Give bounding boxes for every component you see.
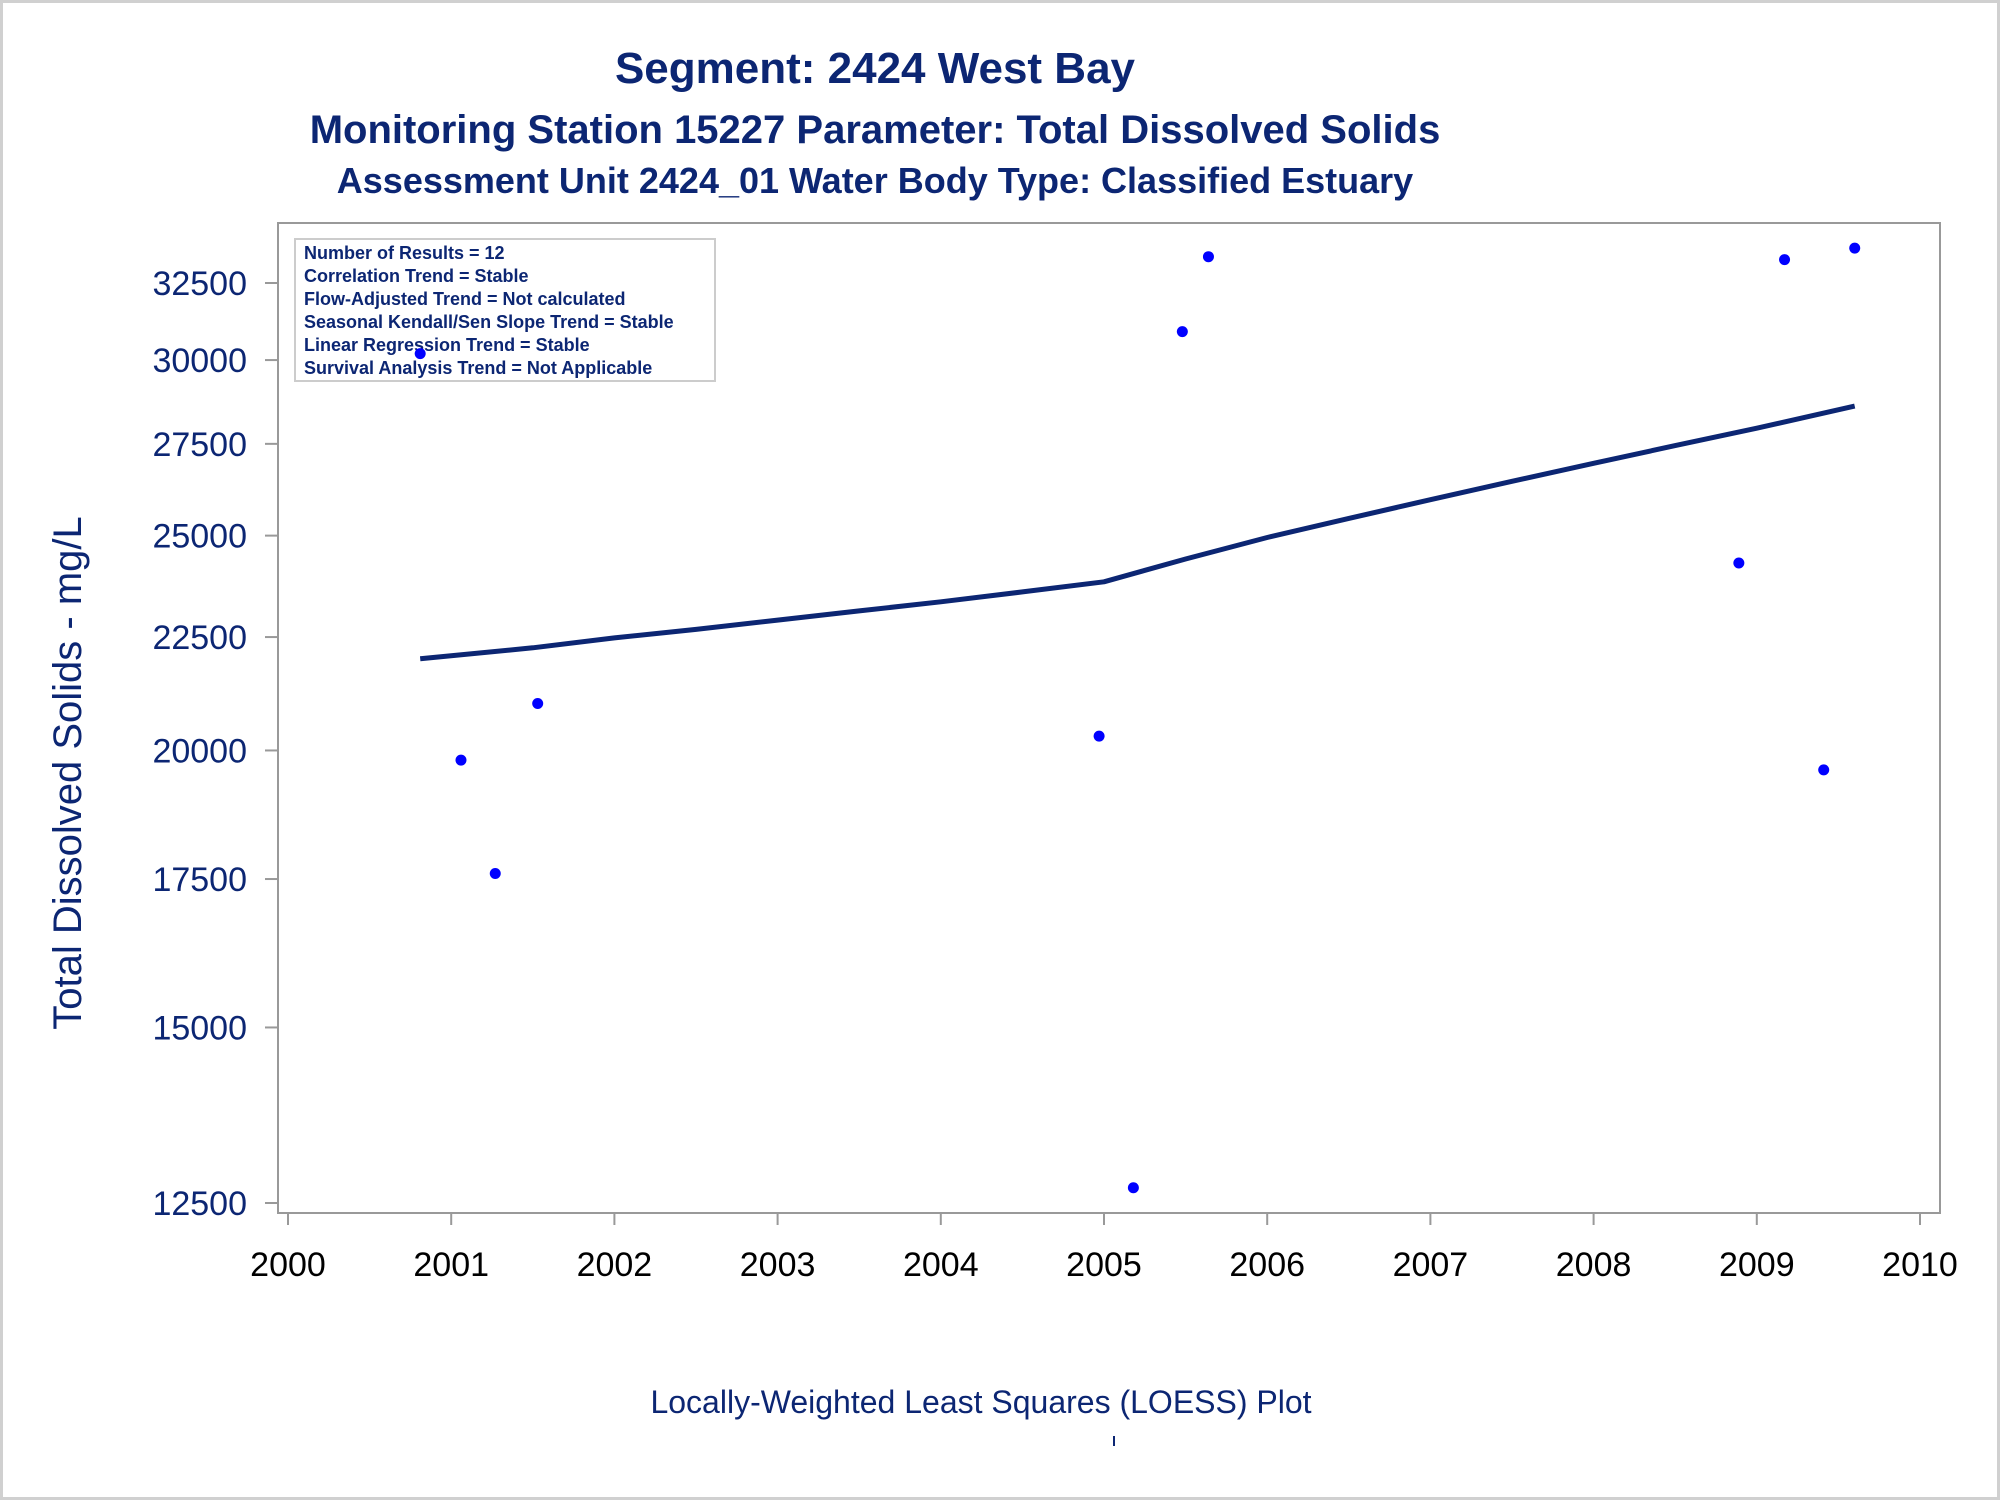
x-tick-label: 2000 — [250, 1246, 326, 1284]
x-tick-label: 2003 — [740, 1246, 816, 1284]
stat-seasonal-kendall-trend: Seasonal Kendall/Sen Slope Trend = Stabl… — [304, 312, 674, 332]
x-tick-label: 2008 — [1556, 1246, 1632, 1284]
y-tick-label: 30000 — [152, 342, 247, 380]
x-tick-label: 2009 — [1719, 1246, 1795, 1284]
chart-subtitle-station: Monitoring Station 15227 Parameter: Tota… — [310, 108, 1441, 152]
stat-number-of-results: Number of Results = 12 — [304, 243, 505, 263]
data-points — [414, 242, 1861, 1194]
footnote: Locally-Weighted Least Squares (LOESS) P… — [650, 1384, 1311, 1420]
y-axis: 12500 15000 17500 20000 22500 25000 27500 30000… — [152, 265, 278, 1223]
x-tick-label: 2007 — [1393, 1246, 1469, 1284]
y-tick-label: 20000 — [152, 732, 247, 770]
loess-line-group — [419, 403, 1856, 662]
data-point — [455, 754, 467, 766]
x-tick-label: 2001 — [413, 1246, 489, 1284]
y-tick-label: 22500 — [152, 619, 247, 657]
y-axis-label: Total Dissolved Solids - mg/L — [46, 516, 90, 1030]
data-point — [1093, 730, 1105, 742]
y-tick-label: 15000 — [152, 1009, 247, 1047]
data-point — [1127, 1182, 1139, 1194]
y-tick-label: 27500 — [152, 426, 247, 464]
y-tick-label: 17500 — [152, 861, 247, 899]
loess-line — [419, 403, 1856, 662]
y-tick-label: 25000 — [152, 518, 247, 556]
x-tick-label: 2002 — [577, 1246, 653, 1284]
chart-svg: Segment: 2424 West Bay Monitoring Statio… — [46, 44, 1958, 1446]
data-point — [1202, 251, 1214, 263]
x-axis: 2000 2001 2002 2003 2004 2005 2006 2007 2008 2009… — [250, 1213, 1958, 1284]
data-point — [1176, 326, 1188, 338]
data-point — [414, 348, 426, 360]
x-tick-label: 2006 — [1229, 1246, 1305, 1284]
data-point — [1779, 254, 1791, 266]
x-tick-label: 2010 — [1882, 1246, 1958, 1284]
stat-correlation-trend: Correlation Trend = Stable — [304, 266, 529, 286]
stats-box: Number of Results = 12 Correlation Trend… — [294, 238, 716, 382]
y-tick-label: 12500 — [152, 1185, 247, 1223]
stat-flow-adjusted-trend: Flow-Adjusted Trend = Not calculated — [304, 289, 626, 309]
chart-title: Segment: 2424 West Bay — [615, 44, 1136, 93]
x-tick-label: 2005 — [1066, 1246, 1142, 1284]
x-tick-label: 2004 — [903, 1246, 979, 1284]
data-point — [489, 868, 501, 880]
stats-box-border — [294, 238, 716, 382]
data-point — [1818, 764, 1830, 776]
data-point — [1849, 242, 1861, 254]
data-point — [1733, 557, 1745, 569]
data-point — [532, 697, 544, 709]
y-tick-label: 32500 — [152, 265, 247, 303]
stat-linear-regression-trend: Linear Regression Trend = Stable — [304, 335, 590, 355]
plot-area — [277, 222, 1941, 1214]
stat-survival-analysis-trend: Survival Analysis Trend = Not Applicable — [304, 358, 652, 378]
chart-subtitle-assessment: Assessment Unit 2424_01 Water Body Type:… — [337, 160, 1413, 201]
